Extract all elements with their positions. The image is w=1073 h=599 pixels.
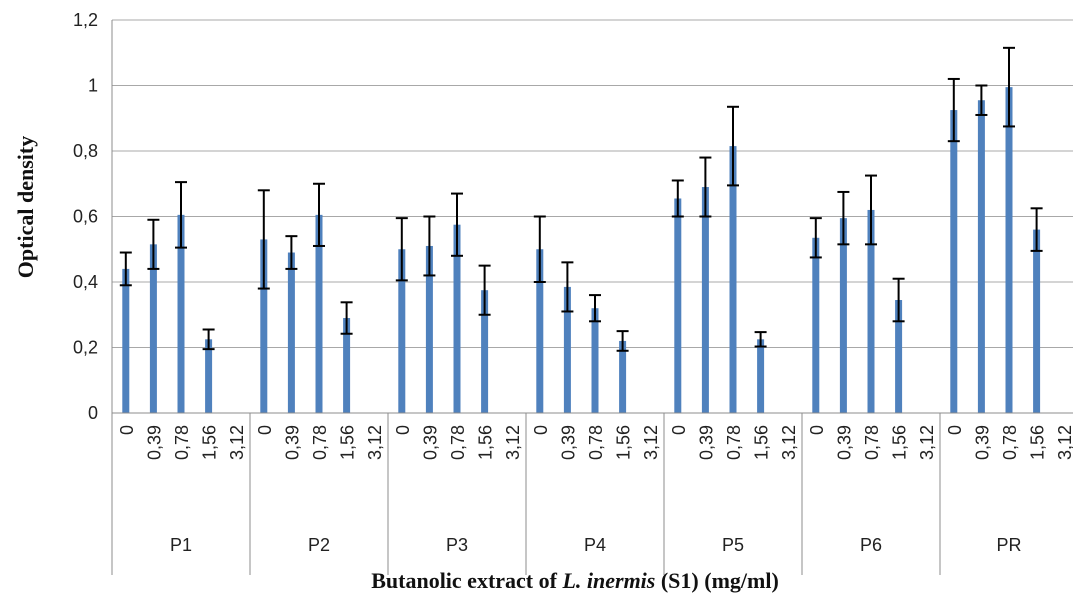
bar xyxy=(701,187,709,413)
y-tick-label: 0,6 xyxy=(73,207,98,227)
x-tick-label: 1,56 xyxy=(752,425,772,460)
x-tick-label: 3,12 xyxy=(641,425,661,460)
gridlines xyxy=(111,19,1073,575)
x-tick-label: 0,78 xyxy=(724,425,744,460)
bar xyxy=(867,209,875,413)
x-tick-label: 0,39 xyxy=(144,425,164,460)
x-tick-label: 0,78 xyxy=(310,425,330,460)
error-bars xyxy=(119,46,1043,352)
bar xyxy=(287,252,295,413)
x-tick-label: 0 xyxy=(945,425,965,435)
x-tick-label: 3,12 xyxy=(365,425,385,460)
x-tick-label: 0,39 xyxy=(696,425,716,460)
bar xyxy=(757,339,765,413)
y-tick-label: 1 xyxy=(88,76,98,96)
bar xyxy=(977,100,985,414)
group-label: P4 xyxy=(584,535,606,555)
bar xyxy=(563,286,571,413)
x-tick-label: 0,39 xyxy=(834,425,854,460)
x-tick-label: 1,56 xyxy=(1028,425,1048,460)
bar xyxy=(536,249,544,413)
y-axis-ticks: 0 0,2 0,4 0,6 0,8 1 1,2 xyxy=(73,10,98,423)
x-axis-title-suffix: (S1) (mg/ml) xyxy=(655,568,778,593)
y-axis-title: Optical density xyxy=(13,136,38,278)
y-tick-label: 0,4 xyxy=(73,272,98,292)
x-tick-label: 3,12 xyxy=(779,425,799,460)
bar xyxy=(149,244,157,413)
group-label: P1 xyxy=(170,535,192,555)
x-tick-label: 0,39 xyxy=(558,425,578,460)
group-label: PR xyxy=(996,535,1021,555)
group-label: P5 xyxy=(722,535,744,555)
x-tick-label: 1,56 xyxy=(200,425,220,460)
x-tick-label: 0 xyxy=(117,425,137,435)
y-tick-label: 0 xyxy=(88,403,98,423)
group-label: P2 xyxy=(308,535,330,555)
x-axis-title: Butanolic extract of L. inermis (S1) (mg… xyxy=(371,568,779,593)
bar xyxy=(481,290,489,413)
bar xyxy=(315,214,323,413)
x-tick-label: 0,78 xyxy=(862,425,882,460)
x-tick-label: 0 xyxy=(393,425,413,435)
x-tick-label: 3,12 xyxy=(227,425,247,460)
x-tick-label: 0 xyxy=(807,425,827,435)
bar xyxy=(343,318,351,413)
x-tick-label: 1,56 xyxy=(338,425,358,460)
x-tick-label: 0,78 xyxy=(172,425,192,460)
bar xyxy=(619,340,627,413)
x-tick-label: 0,39 xyxy=(420,425,440,460)
x-tick-label: 1,56 xyxy=(614,425,634,460)
x-tick-label: 0,39 xyxy=(282,425,302,460)
bar xyxy=(122,268,130,413)
x-tick-label: 3,12 xyxy=(503,425,523,460)
x-tick-label: 3,12 xyxy=(1055,425,1073,460)
x-tick-label: 0,78 xyxy=(448,425,468,460)
bar xyxy=(177,214,185,413)
bar xyxy=(674,198,682,413)
bar xyxy=(425,245,433,413)
group-label: P6 xyxy=(860,535,882,555)
x-tick-label: 0 xyxy=(255,425,275,435)
bar xyxy=(260,239,268,413)
y-tick-label: 0,2 xyxy=(73,338,98,358)
bar xyxy=(950,110,958,413)
bar xyxy=(453,224,461,413)
x-axis-title-italic: L. inermis xyxy=(561,568,655,593)
bars xyxy=(122,87,1041,414)
x-axis-title-prefix: Butanolic extract of xyxy=(371,568,562,593)
x-tick-label: 0 xyxy=(669,425,689,435)
bar xyxy=(812,237,820,413)
x-tick-label: 1,56 xyxy=(890,425,910,460)
x-axis: P1 0 0,39 0,78 1,56 3,12 P2 0 0,39 0,78 1,56 3,12 P3… xyxy=(112,412,1073,575)
x-tick-label: 3,12 xyxy=(917,425,937,460)
x-tick-label: 0,78 xyxy=(586,425,606,460)
y-tick-label: 0,8 xyxy=(73,141,98,161)
bar xyxy=(895,300,903,413)
y-tick-label: 1,2 xyxy=(73,10,98,30)
x-tick-label: 0,39 xyxy=(972,425,992,460)
bar xyxy=(591,308,599,413)
bar xyxy=(839,218,847,413)
x-tick-label: 0,78 xyxy=(1000,425,1020,460)
x-tick-label: 1,56 xyxy=(476,425,496,460)
bar xyxy=(205,339,213,413)
bar xyxy=(1033,229,1041,413)
bar xyxy=(398,249,406,413)
bar xyxy=(729,146,737,413)
bar xyxy=(1005,87,1013,413)
group-label: P3 xyxy=(446,535,468,555)
x-tick-label: 0 xyxy=(531,425,551,435)
